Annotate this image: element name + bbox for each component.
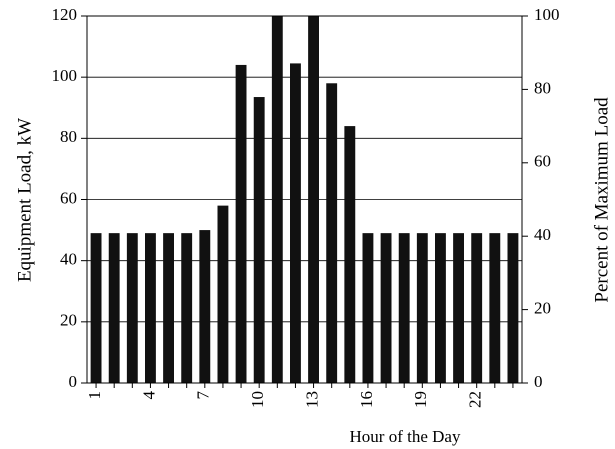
x-tick-label: 10 — [248, 391, 267, 408]
y-tick-label: 60 — [60, 188, 77, 207]
bar — [435, 233, 446, 383]
bar — [308, 16, 319, 383]
y-tick-label: 20 — [60, 311, 77, 330]
bar — [181, 233, 193, 383]
y2-tick-label: 20 — [534, 299, 551, 318]
bar — [344, 126, 356, 383]
bar — [235, 64, 247, 383]
y-tick-label: 100 — [52, 66, 78, 85]
x-tick-label: 19 — [411, 391, 430, 408]
y2-tick-label: 80 — [534, 78, 551, 97]
bar — [471, 233, 483, 383]
y2-tick-label: 0 — [534, 372, 543, 391]
y-tick-label: 80 — [60, 127, 77, 146]
bar — [126, 233, 138, 383]
x-tick-label: 1 — [85, 391, 104, 400]
bar — [253, 97, 265, 383]
x-tick-label: 4 — [139, 391, 158, 400]
bar — [217, 205, 229, 383]
plot-frame — [86, 15, 523, 384]
bar — [398, 233, 410, 383]
y-tick-label: 120 — [52, 5, 78, 24]
x-tick-label: 13 — [302, 391, 321, 408]
y2-tick-label: 60 — [534, 152, 551, 171]
bar — [199, 230, 211, 383]
bar — [290, 63, 301, 383]
y2-tick-label: 100 — [534, 5, 560, 24]
x-tick-label: 16 — [357, 391, 376, 408]
bar — [108, 233, 120, 383]
bar — [90, 233, 102, 383]
y-tick-label: 40 — [60, 250, 77, 269]
x-tick-label: 22 — [466, 391, 485, 408]
y2-tick-label: 40 — [534, 225, 551, 244]
bar — [507, 233, 519, 383]
y2-axis-label: Percent of Maximum Load — [591, 97, 612, 303]
bar — [453, 233, 464, 383]
y-tick-label: 0 — [69, 372, 78, 391]
bar — [271, 16, 283, 383]
bar — [145, 233, 156, 383]
y-axis-label: Equipment Load, kW — [14, 118, 35, 282]
bar — [489, 233, 501, 383]
bar — [362, 233, 374, 383]
bar — [326, 83, 338, 384]
x-tick-label: 7 — [194, 391, 213, 400]
bar — [380, 233, 392, 383]
x-axis-label: Hour of the Day — [350, 427, 461, 446]
bar — [163, 233, 174, 383]
bar — [416, 233, 428, 383]
